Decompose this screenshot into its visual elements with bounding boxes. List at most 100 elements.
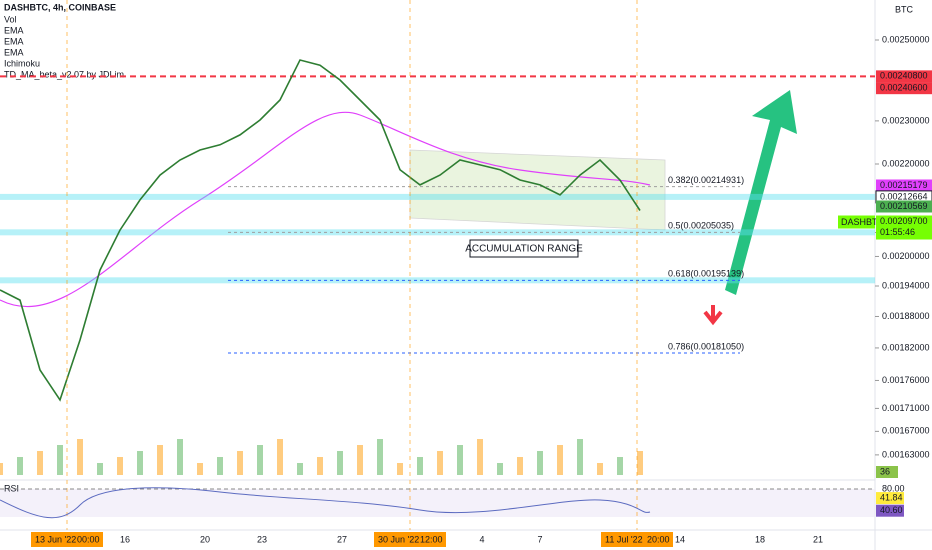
level-band xyxy=(0,277,875,284)
price-tag xyxy=(876,179,932,192)
price-label: 0.00182000 xyxy=(882,342,930,352)
price-label: 0.00171000 xyxy=(882,403,930,413)
time-highlight xyxy=(601,532,673,547)
time-clock: 20:00 xyxy=(647,534,670,544)
volume-bar xyxy=(617,457,623,475)
time-clock: 00:00 xyxy=(77,534,100,544)
indicator-label: Ichimoku xyxy=(4,58,40,68)
price-tag-label: 0.00210569 xyxy=(880,201,928,211)
time-date: 11 Jul '22 xyxy=(605,534,643,544)
volume-bar xyxy=(457,445,463,475)
volume-bar xyxy=(537,451,543,475)
fib-label: 0.382(0.00214931) xyxy=(668,175,744,185)
countdown: 01:55:46 xyxy=(880,227,915,237)
volume-bar xyxy=(377,439,383,475)
price-tag-label: 0.00215179 xyxy=(880,180,928,190)
volume-bar xyxy=(97,463,103,475)
volume-bar xyxy=(17,457,23,475)
annotation: ACCUMULATION RANGE xyxy=(465,244,583,255)
volume-bar xyxy=(517,457,523,475)
price-label: 0.00163000 xyxy=(882,449,930,459)
price-tag-label: 0.00240800 xyxy=(880,71,928,81)
price-label: 0.00194000 xyxy=(882,280,930,290)
price-label: 0.00167000 xyxy=(882,426,930,436)
price-line xyxy=(0,59,641,402)
volume-bar xyxy=(637,451,643,475)
price-label: 0.00220000 xyxy=(882,158,930,168)
volume-bar xyxy=(77,439,83,475)
time-date: 30 Jun '22 xyxy=(378,534,419,544)
time-date: 13 Jun '22 xyxy=(35,534,76,544)
rsi-label: 80.00 xyxy=(882,483,905,493)
price-label: 0.00188000 xyxy=(882,311,930,321)
volume-bar xyxy=(437,451,443,475)
down-arrow xyxy=(703,305,723,326)
level-band xyxy=(0,229,875,236)
rsi-curve xyxy=(0,487,651,519)
time-label: 14 xyxy=(675,534,685,544)
price-label: 0.00200000 xyxy=(882,251,930,261)
volume-bar xyxy=(237,451,243,475)
price-tag xyxy=(876,70,932,83)
time-highlight xyxy=(374,532,446,547)
rsi-tag xyxy=(876,504,904,517)
volume-bar xyxy=(137,451,143,475)
time-label: 18 xyxy=(755,534,765,544)
rsi-title: RSI xyxy=(4,483,19,493)
indicator-label: EMA xyxy=(4,47,24,57)
symbol-title: DASHBTC, 4h, COINBASE xyxy=(4,2,116,12)
volume-bar xyxy=(157,445,163,475)
rsi-tag xyxy=(876,492,904,505)
volume-bar xyxy=(297,463,303,475)
volume-bar xyxy=(0,463,3,475)
volume-tag xyxy=(876,466,898,478)
indicator-label: EMA xyxy=(4,36,24,46)
volume-bar xyxy=(397,463,403,475)
volume-bar xyxy=(57,445,63,475)
volume-bar xyxy=(197,463,203,475)
volume-bar xyxy=(337,451,343,475)
symbol-tag xyxy=(838,215,875,229)
price-label: 0.00176000 xyxy=(882,375,930,385)
level-band xyxy=(0,193,875,200)
price-tag xyxy=(876,200,932,213)
time-label: 16 xyxy=(120,534,130,544)
volume-bar xyxy=(37,451,43,475)
price-tag-label: 0.00212664 xyxy=(880,191,928,201)
time-clock: 12:00 xyxy=(420,534,443,544)
time-highlight xyxy=(31,532,103,547)
volume-bar xyxy=(177,439,183,475)
volume-bar xyxy=(497,463,503,475)
price-tag xyxy=(876,215,932,240)
price-tag-label: 0.00209700 xyxy=(880,216,928,226)
annotation-box xyxy=(469,239,579,258)
rsi-tag-label: 40.60 xyxy=(880,505,903,515)
volume-bar xyxy=(277,439,283,475)
volume-bar xyxy=(357,445,363,475)
volume-bar xyxy=(577,439,583,475)
fib-label: 0.5(0.00205035) xyxy=(668,221,734,231)
price-label: 0.00230000 xyxy=(882,115,930,125)
indicator-label: TD_MA_beta_v2.07 by JDLim xyxy=(4,69,124,79)
volume-bar xyxy=(117,457,123,475)
price-tag-label: 0.00240600 xyxy=(880,83,928,93)
fib-label: 0.786(0.00181050) xyxy=(668,341,744,351)
time-label: 27 xyxy=(337,534,347,544)
volume-bar xyxy=(217,457,223,475)
volume-bar xyxy=(317,457,323,475)
time-label: 23 xyxy=(257,534,267,544)
time-label: 20 xyxy=(200,534,210,544)
volume-bar xyxy=(477,439,483,475)
rsi-tag-label: 41.84 xyxy=(880,492,903,502)
axis-unit: BTC xyxy=(895,4,914,14)
time-label: 4 xyxy=(479,534,484,544)
volume-bar xyxy=(557,445,563,475)
price-tag xyxy=(876,82,932,95)
ema-line xyxy=(0,111,651,307)
indicator-label: EMA xyxy=(4,25,24,35)
time-label: 21 xyxy=(813,534,823,544)
indicator-label: Vol xyxy=(4,14,17,24)
symbol-name: DASHBTC xyxy=(841,217,885,227)
